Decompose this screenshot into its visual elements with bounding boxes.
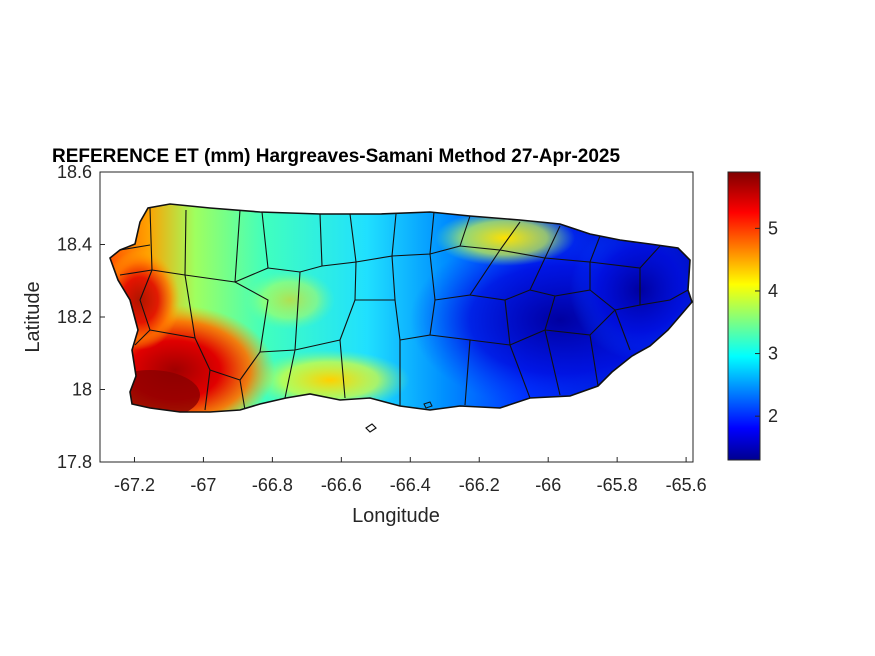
y-axis-label: Latitude [22,281,44,352]
x-tick-label: -67 [190,475,216,495]
x-tick-label: -66.6 [321,475,362,495]
x-tick-label: -66 [535,475,561,495]
x-tick-label: -66.8 [252,475,293,495]
puerto-rico-et-field [109,203,693,433]
colorbar-tick-label: 2 [768,406,778,426]
municipality-boundaries [119,207,689,411]
y-tick-label: 18.6 [57,162,92,182]
map-title: REFERENCE ET (mm) Hargreaves-Samani Meth… [52,146,620,167]
y-tick-label: 18.2 [57,307,92,327]
x-axis-label: Longitude [352,505,440,527]
colorbar-tick-label: 4 [768,281,778,301]
y-axis: 17.8 18 18.2 18.4 18.6 [57,162,105,472]
x-tick-label: -67.2 [114,475,155,495]
y-tick-label: 18 [72,380,92,400]
colorbar: 2 3 4 5 [727,171,778,461]
x-tick-label: -66.4 [390,475,431,495]
x-tick-label: -65.8 [597,475,638,495]
colorbar-tick-label: 5 [768,218,778,238]
y-tick-label: 18.4 [57,235,92,255]
x-tick-label: -65.6 [666,475,707,495]
x-axis: -67.2 -67 -66.8 -66.6 -66.4 -66.2 -66 -65.8 -65.… [114,457,707,495]
y-tick-label: 17.8 [57,452,92,472]
colorbar-tick-label: 3 [768,344,778,364]
colorbar-scale [727,171,761,461]
x-tick-label: -66.2 [459,475,500,495]
